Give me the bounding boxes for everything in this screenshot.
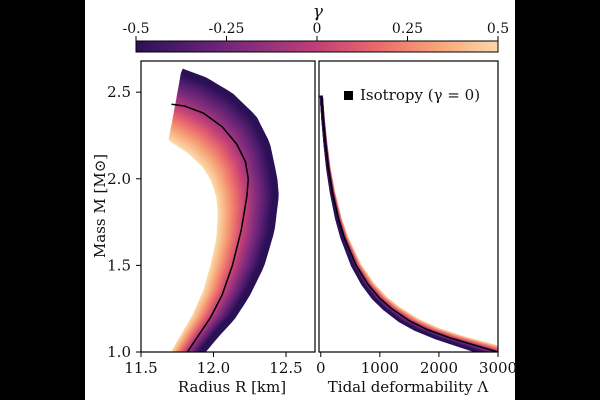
legend: Isotropy (γ = 0) (344, 86, 480, 104)
radius-tick-label: 12.5 (269, 359, 302, 377)
colorbar-tick-label: 0 (313, 21, 322, 37)
tidal-axis-ticks: 0 1000 2000 3000 (316, 352, 517, 377)
radius-axis-ticks: 11.5 12.0 12.5 (124, 352, 303, 377)
colorbar-label: γ (313, 2, 324, 22)
band-stroke (180, 68, 279, 352)
mass-radius-panel: 11.5 12.0 12.5 1.01.52.02.5 Radius R [km] … (91, 60, 316, 396)
mass-axis-label: Mass M [M⊙] (91, 154, 109, 258)
colorbar-tick-label: -0.25 (209, 21, 245, 37)
mass-radius-frame (140, 60, 316, 353)
mass-tidal-panel: 0 1000 2000 3000 Tidal deformability Λ Isot… (316, 60, 517, 396)
tidal-tick-label: 2000 (420, 359, 458, 377)
radius-tick-label: 12.0 (197, 359, 230, 377)
tidal-tick-label: 0 (316, 359, 326, 377)
mass-radius-curve-isotropy (171, 103, 250, 352)
legend-label: Isotropy (γ = 0) (360, 86, 480, 104)
mass-tick-label: 1.5 (107, 256, 131, 274)
mass-tick-label: 1.0 (107, 343, 131, 361)
tidal-tick-label: 1000 (361, 359, 399, 377)
legend-marker (344, 91, 353, 100)
colorbar-tick-label: -0.5 (123, 21, 150, 37)
colorbar-tick-label: 0.5 (487, 21, 509, 37)
mass-axis-ticks: 1.0 1.5 2.0 2.5 (107, 83, 141, 361)
mass-tick-label: 2.0 (107, 170, 131, 188)
colorbar: γ -0.5 -0.25 0 0.25 0.5 (123, 2, 509, 53)
mass-tidal-frame (318, 60, 499, 353)
radius-tick-label: 11.5 (124, 359, 157, 377)
colorbar-gradient (135, 40, 499, 53)
mass-tick-label: 2.5 (107, 83, 131, 101)
radius-axis-label: Radius R [km] (178, 378, 286, 396)
colorbar-ticks: -0.5 -0.25 0 0.25 0.5 (123, 21, 509, 41)
colorbar-tick-label: 0.25 (392, 21, 423, 37)
tidal-axis-label: Tidal deformability Λ (328, 378, 489, 396)
tidal-tick-label: 3000 (479, 359, 517, 377)
mass-tidal-curve-isotropy (320, 95, 498, 352)
mass-radius-band (167, 68, 279, 352)
